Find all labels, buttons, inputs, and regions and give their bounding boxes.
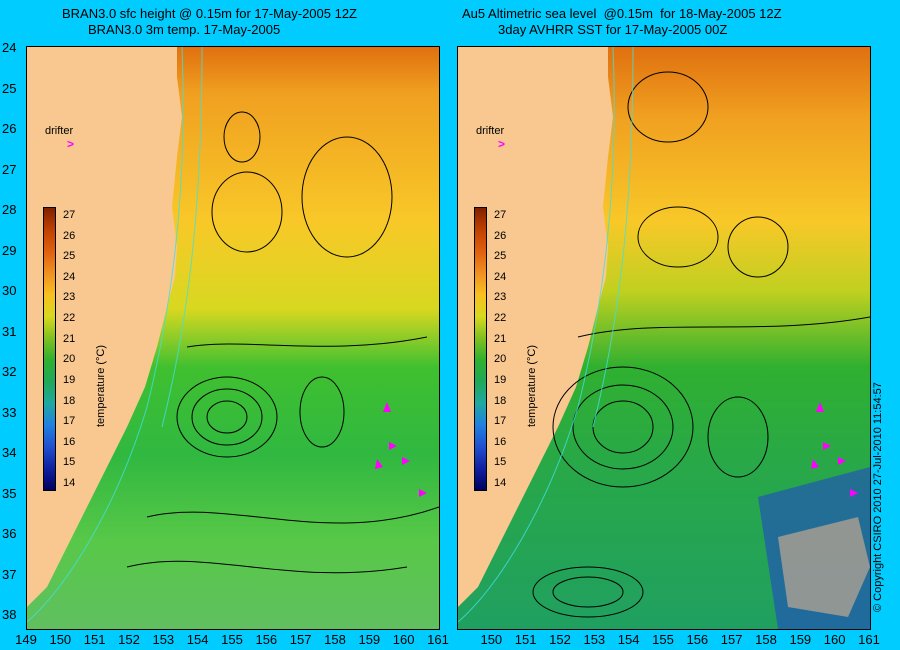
right-sea-level-contours <box>532 71 870 618</box>
x-tick-label-right: 160 <box>823 632 846 647</box>
right-drifter-label: drifter <box>476 125 505 137</box>
right-colorbar-label: temperature (°C) <box>526 344 538 427</box>
colorbar-tick-label: 22 <box>63 312 76 325</box>
left-colorbar-label: temperature (°C) <box>95 344 107 427</box>
x-tick-label-right: 161 <box>858 632 880 647</box>
x-tick-label-left: 153 <box>152 632 175 647</box>
colorbar-tick-label: 24 <box>494 270 507 283</box>
y-tick-label: 25 <box>2 80 17 96</box>
right-drifter-marker: > <box>498 137 506 151</box>
x-tick-label-left: 152 <box>118 632 140 647</box>
x-tick-label-left: 150 <box>49 632 72 647</box>
left-title-line1: BRAN3.0 sfc height @ 0.15m for 17-May-20… <box>62 6 358 21</box>
y-tick-label: 24 <box>2 40 17 55</box>
y-tick-label: 30 <box>2 283 17 298</box>
y-tick-label: 33 <box>2 404 17 420</box>
colorbar-tick-label: 15 <box>63 456 76 469</box>
x-tick-label-right: 150 <box>480 632 503 647</box>
x-tick-label-left: 149 <box>15 632 37 647</box>
left-depth-contours <box>27 47 203 623</box>
right-map-panel: drifter > 27 26 25 24 23 22 21 20 19 18 17 16 15 14 t… <box>457 46 871 630</box>
left-title-line2: BRAN3.0 3m temp. 17-May-2005 <box>88 22 281 37</box>
y-tick-label: 32 <box>2 364 17 379</box>
colorbar-tick-label: 27 <box>494 209 507 221</box>
left-colorbar: 27 26 25 24 23 22 21 20 19 18 17 16 15 14 temperature… <box>43 207 133 497</box>
y-tick-label: 29 <box>2 242 17 258</box>
left-map-panel: drifter > 27 26 25 24 23 22 21 20 19 18 17 16 15 14 t… <box>26 46 440 630</box>
right-colorbar-scale <box>474 207 487 491</box>
x-tick-label-right: 155 <box>652 632 674 647</box>
y-tick-label: 27 <box>2 161 17 177</box>
colorbar-tick-label: 25 <box>63 250 76 263</box>
x-tick-label-right: 158 <box>755 632 777 647</box>
colorbar-tick-label: 20 <box>494 353 507 366</box>
y-tick-label: 35 <box>2 485 17 501</box>
colorbar-tick-label: 23 <box>494 291 507 304</box>
left-drifter-marker: > <box>67 137 75 151</box>
y-tick-label: 28 <box>2 202 17 217</box>
x-tick-label-left: 159 <box>358 632 381 647</box>
left-sea-level-contours <box>126 111 439 574</box>
colorbar-tick-label: 26 <box>494 229 507 242</box>
x-tick-label-left: 161 <box>427 632 449 647</box>
y-tick-label: 26 <box>2 121 17 136</box>
x-tick-label-right: 156 <box>686 632 709 647</box>
y-tick-label: 34 <box>2 445 17 460</box>
colorbar-tick-label: 21 <box>494 332 507 345</box>
y-tick-label: 38 <box>2 607 17 622</box>
x-tick-label-right: 154 <box>617 632 640 647</box>
x-tick-label-left: 158 <box>324 632 346 647</box>
x-tick-label-left: 157 <box>289 632 312 647</box>
right-map-image <box>458 47 870 629</box>
colorbar-tick-label: 16 <box>63 435 76 448</box>
x-tick-label-left: 154 <box>186 632 209 647</box>
y-tick-label: 37 <box>2 566 17 582</box>
colorbar-tick-label: 24 <box>63 270 76 283</box>
right-title-line1: Au5 Altimetric sea level @0.15m for 18-M… <box>462 6 782 21</box>
colorbar-tick-label: 15 <box>494 456 507 469</box>
colorbar-tick-label: 18 <box>63 394 76 407</box>
x-tick-label-right: 153 <box>583 632 606 647</box>
x-tick-label-left: 151 <box>83 632 106 647</box>
copyright-notice: © Copyright CSIRO 2010 27-Jul-2010 11:54… <box>872 382 884 612</box>
colorbar-tick-label: 14 <box>63 477 76 489</box>
colorbar-tick-label: 27 <box>63 209 76 221</box>
right-land-mass <box>458 47 613 607</box>
left-land-mass <box>27 47 182 607</box>
right-depth-contours <box>458 47 634 623</box>
colorbar-tick-label: 18 <box>494 394 507 407</box>
left-drifter-label: drifter <box>45 125 74 137</box>
colorbar-tick-label: 26 <box>63 229 76 242</box>
colorbar-tick-label: 20 <box>63 353 76 366</box>
colorbar-tick-label: 19 <box>494 373 507 386</box>
x-tick-label-left: 155 <box>221 632 243 647</box>
left-drifter-tracks <box>375 402 427 497</box>
right-drifter-tracks <box>811 402 858 497</box>
y-tick-label: 36 <box>2 526 17 541</box>
x-tick-label-left: 160 <box>392 632 415 647</box>
left-colorbar-scale <box>43 207 56 491</box>
colorbar-tick-label: 14 <box>494 477 507 489</box>
x-tick-label-right: 152 <box>549 632 571 647</box>
colorbar-tick-label: 17 <box>63 415 76 428</box>
x-tick-label-right: 159 <box>789 632 812 647</box>
y-tick-label: 31 <box>2 323 17 339</box>
x-tick-label-left: 156 <box>255 632 278 647</box>
right-title-line2: 3day AVHRR SST for 17-May-2005 00Z <box>498 22 728 37</box>
colorbar-tick-label: 17 <box>494 415 507 428</box>
colorbar-tick-label: 21 <box>63 332 76 345</box>
colorbar-tick-label: 25 <box>494 250 507 263</box>
x-tick-label-right: 157 <box>720 632 743 647</box>
colorbar-tick-label: 19 <box>63 373 76 386</box>
colorbar-tick-label: 22 <box>494 312 507 325</box>
colorbar-tick-label: 23 <box>63 291 76 304</box>
left-map-image <box>27 47 439 629</box>
right-colorbar: 27 26 25 24 23 22 21 20 19 18 17 16 15 14 temperature… <box>474 207 564 497</box>
x-tick-label-right: 151 <box>514 632 537 647</box>
colorbar-tick-label: 16 <box>494 435 507 448</box>
